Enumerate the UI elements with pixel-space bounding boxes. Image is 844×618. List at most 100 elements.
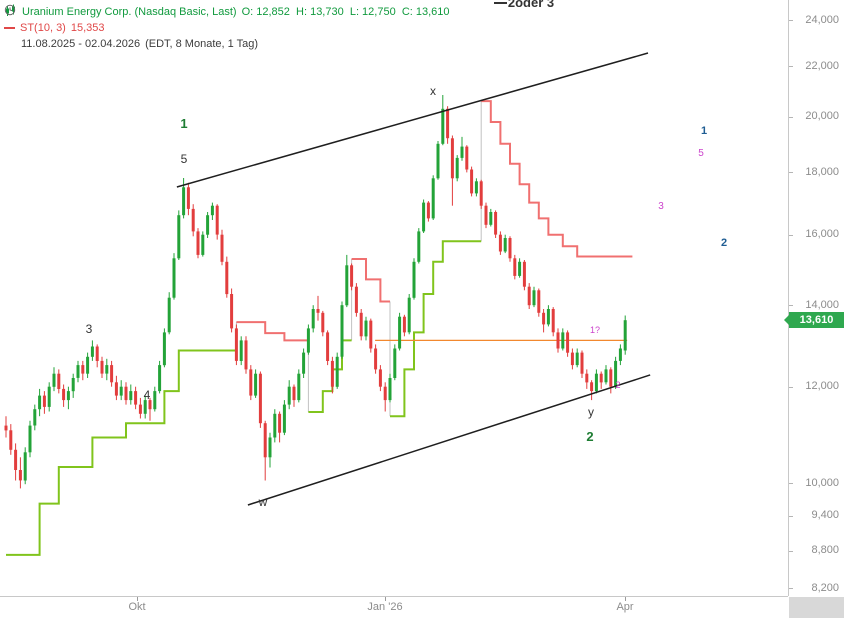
candle-body xyxy=(28,425,32,453)
candle-body xyxy=(618,348,622,361)
candle-body xyxy=(268,437,272,458)
candle-body xyxy=(158,365,162,392)
candle-body xyxy=(282,404,286,433)
time-axis-label: Apr xyxy=(616,601,634,613)
candle-body xyxy=(172,258,176,298)
candle-body xyxy=(556,332,560,349)
price-chart-canvas[interactable]: 1 5 3 4 x w y 2 1? 2 1 5 3 2 2oder 3 xyxy=(0,0,788,596)
candle-body xyxy=(110,365,114,383)
wave-label: 1? xyxy=(590,325,600,335)
candle-body xyxy=(90,346,94,357)
candle-body xyxy=(143,400,147,414)
candle-body xyxy=(398,316,402,349)
candle-body xyxy=(369,320,373,349)
candle-body xyxy=(383,386,387,401)
price-axis-tick xyxy=(789,516,793,517)
candle-body xyxy=(316,309,320,313)
candle-body xyxy=(609,369,613,387)
instrument-title[interactable]: Uranium Energy Corp. (Nasdaq Basic, Last… xyxy=(22,6,237,18)
candle-body xyxy=(23,452,27,481)
candle-body xyxy=(38,395,42,410)
wave-label: 1 xyxy=(701,125,707,137)
indicator-label[interactable]: ST(10, 3) xyxy=(20,22,66,34)
price-axis-label: 16,000 xyxy=(805,228,839,240)
date-range: 11.08.2025 - 02.04.2026 xyxy=(21,38,141,50)
candle-body xyxy=(484,205,488,225)
candle-body xyxy=(239,340,243,361)
wave-label: 5 xyxy=(698,148,704,159)
candle-body xyxy=(441,108,445,144)
candle-body xyxy=(402,316,406,333)
candle-body xyxy=(340,305,344,357)
lower-channel-line[interactable] xyxy=(247,374,651,506)
chart-plot-area[interactable]: 1 5 3 4 x w y 2 1? 2 1 5 3 2 2oder 3 Uranium Energy Co… xyxy=(0,0,788,596)
candle-body xyxy=(100,360,104,374)
candle-body xyxy=(450,138,454,179)
wave-label: 5 xyxy=(181,152,188,166)
candles xyxy=(4,95,627,489)
candle-body xyxy=(542,312,546,325)
period-row: 11.08.2025 - 02.04.2026 (EDT, 8 Monate, … xyxy=(4,4,450,52)
supertrend-line-down xyxy=(236,321,309,342)
candle-body xyxy=(436,143,440,179)
price-axis-tick xyxy=(789,588,793,589)
candle-body xyxy=(388,378,392,401)
time-axis[interactable]: Okt Jan '26 Apr xyxy=(0,596,788,618)
upper-channel-line[interactable] xyxy=(176,52,649,188)
candle-body xyxy=(206,215,210,235)
wave-label: 4 xyxy=(144,388,151,402)
candle-body xyxy=(594,373,598,392)
period-detail: (EDT, 8 Monate, 1 Tag) xyxy=(145,38,258,50)
price-axis-tick xyxy=(789,20,793,21)
time-axis-label: Jan '26 xyxy=(367,601,403,613)
candle-body xyxy=(570,352,574,366)
candle-body xyxy=(42,395,46,407)
candle-body xyxy=(460,146,464,158)
price-axis[interactable]: 24,000 22,000 20,000 18,000 16,000 14,000 12,0… xyxy=(784,0,844,596)
price-axis-label: 22,000 xyxy=(805,60,839,72)
candle-body xyxy=(215,205,219,235)
price-axis-tick xyxy=(789,387,793,388)
candle-body xyxy=(297,373,301,401)
candle-body xyxy=(446,108,450,139)
candle-body xyxy=(52,373,56,387)
candle-body xyxy=(585,373,589,383)
price-axis-label: 10,000 xyxy=(805,477,839,489)
candle-body xyxy=(191,208,195,232)
candle-body xyxy=(287,386,291,405)
candle-body xyxy=(470,169,474,194)
price-axis-tick xyxy=(789,235,793,236)
candle-body xyxy=(162,332,166,366)
wave-label: 2oder 3 xyxy=(508,0,554,10)
candle-body xyxy=(546,309,550,325)
candle-body xyxy=(513,258,517,276)
candle-body xyxy=(62,388,66,401)
candle-body xyxy=(186,187,190,209)
supertrend-line-down xyxy=(351,258,390,303)
supertrend-line-down xyxy=(481,100,633,258)
candle-body xyxy=(201,234,205,255)
candle-body xyxy=(33,409,37,426)
wave-label: x xyxy=(430,84,436,98)
candle-body xyxy=(86,356,90,374)
wave-label: 3 xyxy=(658,201,664,212)
time-axis-tick xyxy=(137,597,138,601)
candle-body xyxy=(359,312,363,337)
candle-body xyxy=(311,309,315,329)
candle-body xyxy=(494,212,498,235)
wave-label: y xyxy=(588,405,594,419)
candle-body xyxy=(76,365,80,378)
candle-body xyxy=(551,309,555,333)
candle-body xyxy=(575,352,579,366)
candle-body xyxy=(465,146,469,170)
candle-body xyxy=(66,391,70,401)
supertrend-line-up xyxy=(390,240,482,418)
candle-body xyxy=(522,261,526,287)
time-axis-tick xyxy=(625,597,626,601)
candle-body xyxy=(417,231,421,262)
candle-body xyxy=(210,205,214,216)
candle-body xyxy=(354,286,358,313)
candle-body xyxy=(119,386,123,396)
candle-body xyxy=(378,369,382,387)
candle-body xyxy=(330,360,334,387)
